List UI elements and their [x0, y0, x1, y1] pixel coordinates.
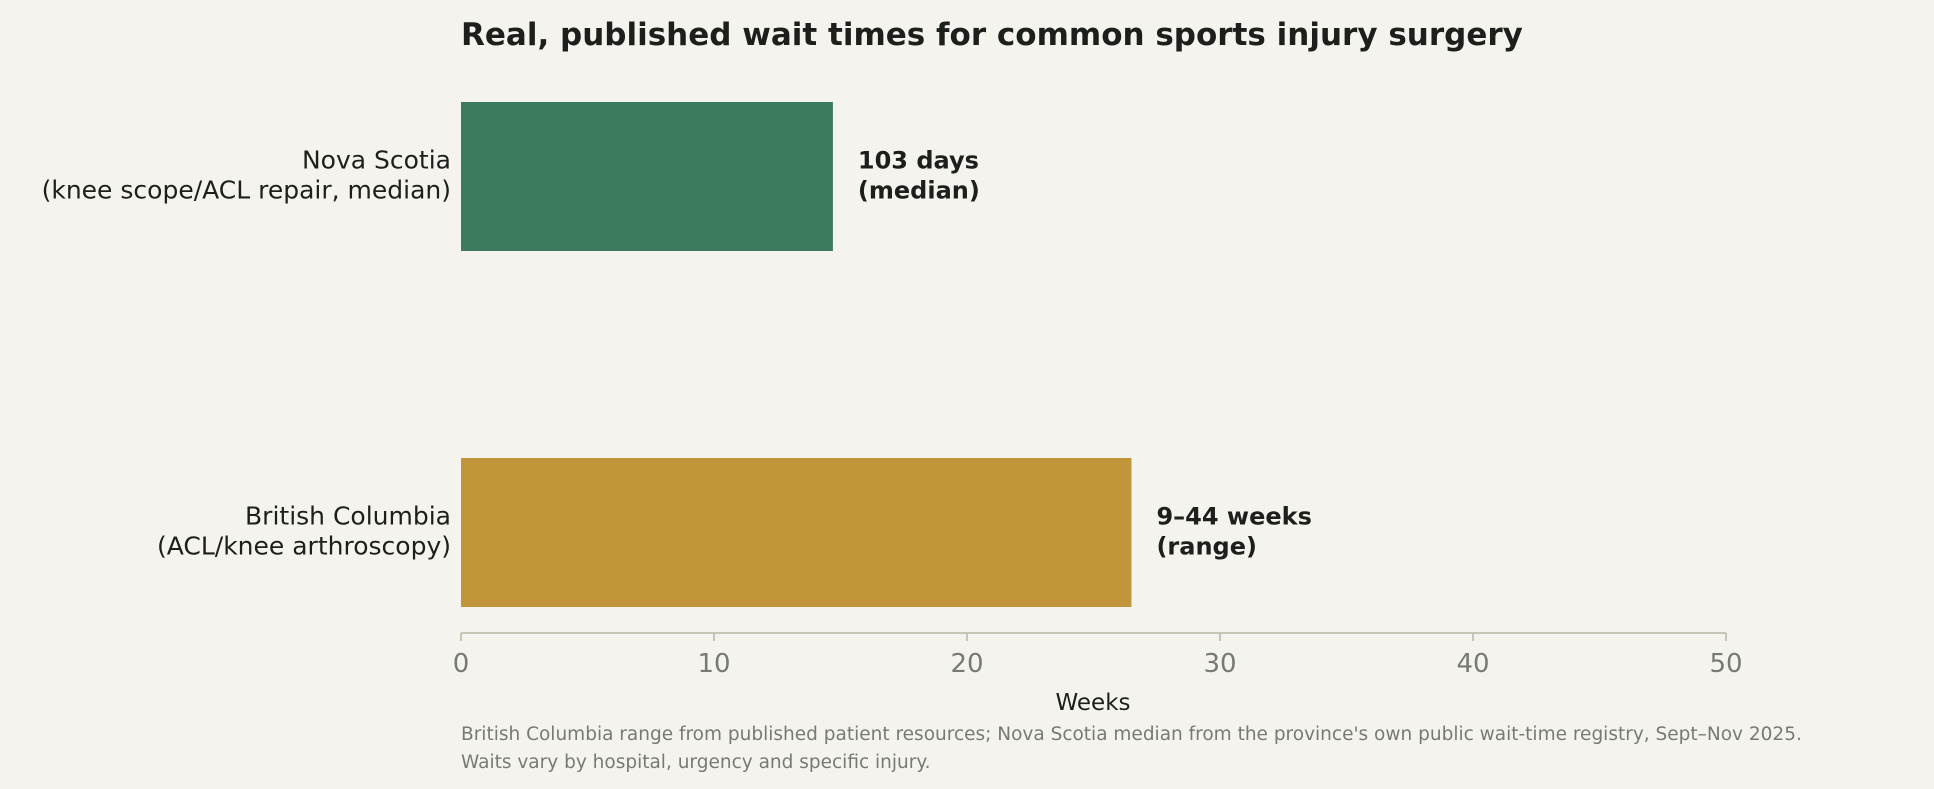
bar-0 [461, 102, 833, 251]
data-label-line: 9–44 weeks [1156, 503, 1311, 531]
data-label-1: 9–44 weeks (range) [1156, 503, 1311, 561]
category-label-1: British Columbia (ACL/knee arthroscopy) [157, 502, 451, 561]
category-label-line: British Columbia [245, 502, 451, 531]
x-tick-label: 30 [1203, 649, 1236, 679]
x-axis-title: Weeks [1056, 690, 1131, 716]
x-tick-label: 50 [1709, 649, 1742, 679]
category-label-line: (ACL/knee arthroscopy) [157, 532, 451, 561]
footnote-line: Waits vary by hospital, urgency and spec… [461, 752, 931, 773]
bars-layer: Nova Scotia (knee scope/ACL repair, media… [42, 102, 1312, 607]
footnote: British Columbia range from published pa… [461, 724, 1802, 773]
category-label-line: (knee scope/ACL repair, median) [42, 176, 451, 205]
data-label-0: 103 days (median) [858, 147, 980, 205]
x-tick-label: 10 [697, 649, 730, 679]
x-tick-label: 20 [950, 649, 983, 679]
category-label-line: Nova Scotia [302, 146, 451, 175]
x-axis: 0 10 20 30 40 50 [453, 632, 1743, 679]
footnote-line: British Columbia range from published pa… [461, 724, 1802, 745]
x-tick-label: 40 [1456, 649, 1489, 679]
chart-title: Real, published wait times for common sp… [461, 17, 1523, 53]
category-label-0: Nova Scotia (knee scope/ACL repair, media… [42, 146, 451, 205]
x-tick-label: 0 [453, 649, 470, 679]
data-label-line: (median) [858, 177, 980, 205]
bar-1 [461, 458, 1132, 607]
data-label-line: (range) [1156, 533, 1257, 561]
data-label-line: 103 days [858, 147, 979, 175]
